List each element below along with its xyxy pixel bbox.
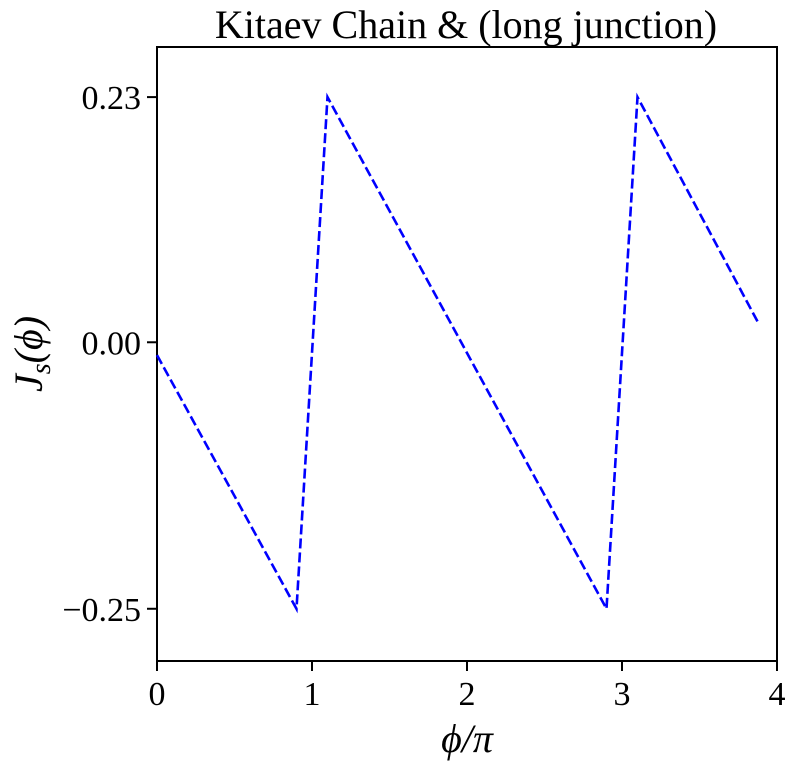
chart-title: Kitaev Chain & (long junction) <box>215 2 717 47</box>
x-tick-label: 2 <box>459 676 476 713</box>
x-axis-label: ϕ/π <box>441 716 494 761</box>
x-tick-label: 0 <box>149 676 166 713</box>
y-axis-label: Js(ϕ) <box>6 316 57 392</box>
x-tick-label: 4 <box>769 676 786 713</box>
x-tick-label: 1 <box>304 676 321 713</box>
y-axis: −0.25 0.00 0.23 <box>62 80 157 629</box>
plot-area <box>155 46 778 662</box>
series-line <box>155 92 760 614</box>
series-layer <box>155 92 760 614</box>
x-axis: 0 1 2 3 4 <box>149 661 786 713</box>
y-tick-label: −0.25 <box>62 592 141 629</box>
y-tick-label: 0.23 <box>82 80 142 117</box>
y-tick-label: 0.00 <box>82 325 142 362</box>
x-tick-label: 3 <box>614 676 631 713</box>
